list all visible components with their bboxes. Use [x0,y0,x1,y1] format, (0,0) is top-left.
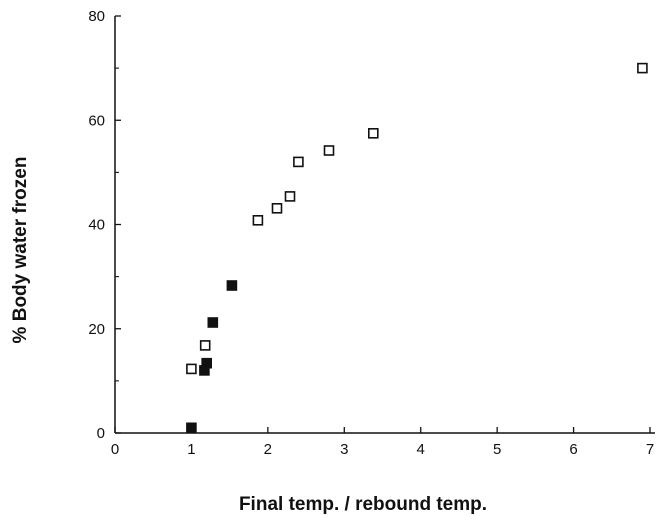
filled-square-point [186,422,197,434]
y-axis-title: % Body water frozen [10,157,31,344]
filled-square-point [207,317,219,328]
x-tick-label: 2 [264,441,272,458]
open-square-point [293,156,304,168]
x-axis-title: Final temp. / rebound temp. [239,494,487,515]
open-square-point [637,62,648,74]
y-tick-label: 0 [97,425,105,442]
y-tick-label: 20 [88,321,105,338]
filled-square-point [201,357,212,369]
y-tick-label: 80 [88,8,105,25]
open-square-point [367,128,379,139]
open-square-point [199,340,211,351]
x-tick-label: 3 [340,441,348,458]
data-points [186,62,648,434]
x-tick-label: 0 [111,441,119,458]
open-square-point [252,215,264,226]
open-square-point [271,203,283,214]
filled-square-point [226,280,238,291]
open-square-point [284,191,296,202]
x-tick-label: 7 [646,441,654,458]
x-tick-label: 4 [417,441,425,458]
open-square-point [323,145,335,156]
y-tick-label: 40 [88,217,105,234]
open-square-point [186,363,197,375]
x-tick-label: 1 [187,441,195,458]
y-tick-label: 60 [88,112,105,129]
x-ticks: 0 1 2 3 4 5 6 7 [111,427,654,458]
x-tick-label: 5 [493,441,501,458]
x-tick-label: 6 [569,441,577,458]
y-ticks: 0 20 40 60 80 [88,8,121,442]
